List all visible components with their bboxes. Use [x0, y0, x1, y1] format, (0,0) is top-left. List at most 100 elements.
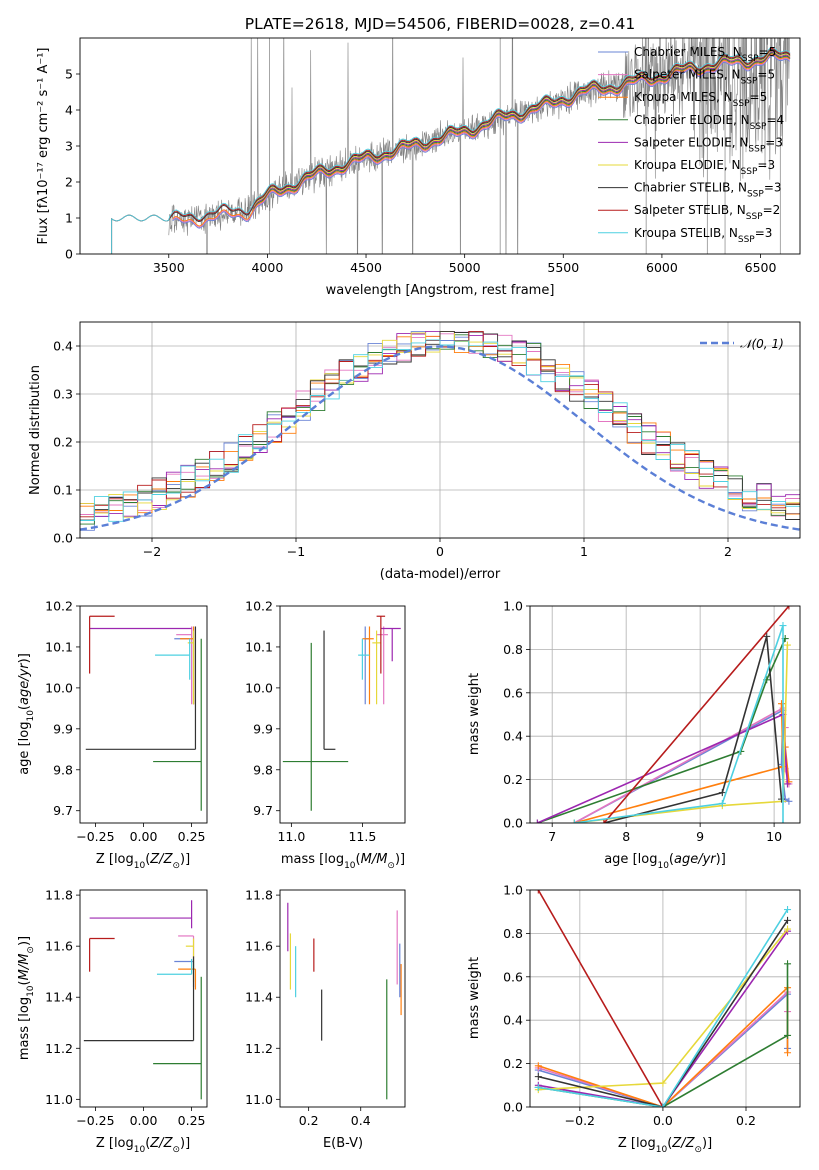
axes-frame [79, 37, 801, 255]
model-spectrum-kroupa-miles [172, 53, 791, 227]
figure-title: PLATE=2618, MJD=54506, FIBERID=0028, z=0… [245, 15, 635, 33]
y-tick-label: 9.9 [253, 721, 273, 736]
y-tick-label: 11.0 [245, 1092, 273, 1107]
y-tick-label: 3 [65, 139, 73, 154]
x-tick-label: 3500 [153, 260, 185, 275]
y-tick-label: 11.2 [245, 1041, 273, 1056]
y-tick-label: 2 [65, 175, 73, 190]
x-tick-label: 0.00 [130, 1113, 158, 1128]
legend-entry: 𝒩(0, 1) [740, 337, 784, 351]
y-tick-label: 9.8 [253, 762, 273, 777]
y-tick-label: 11.4 [245, 990, 273, 1005]
model-spectrum-chabrier-elodie [253, 52, 791, 209]
x-tick-label: 0.25 [178, 1113, 206, 1128]
model-spectrum-chabrier-stelib [111, 49, 791, 254]
weight-line-chabrier-stelib [603, 636, 783, 823]
x-tick-label: −0.25 [76, 829, 114, 844]
y-tick-label: 0.8 [503, 642, 523, 657]
y-tick-label: 11.4 [45, 990, 73, 1005]
x-tick-label: 4500 [350, 260, 382, 275]
x-tick-label: 5500 [547, 260, 579, 275]
axes-frame [79, 605, 208, 824]
legend-entry: Chabrier ELODIE, NSSP=4 [634, 113, 784, 132]
x-axis-label: Z [log10(Z/Z⊙)] [618, 1136, 712, 1155]
weight-marker [534, 1083, 542, 1091]
weight-marker [718, 799, 726, 807]
weight-line-salpeter-stelib [537, 890, 664, 1107]
x-tick-label: 11.5 [348, 829, 376, 844]
y-axis-label: Normed distribution [28, 365, 43, 495]
x-tick-label: −1 [287, 544, 305, 559]
weight-marker [784, 1049, 792, 1057]
x-tick-label: 7 [548, 829, 556, 844]
model-spectrum-kroupa-stelib [111, 47, 791, 254]
legend-entry: Salpeter ELODIE, NSSP=3 [634, 135, 783, 154]
legend-entry: Chabrier STELIB, NSSP=3 [634, 181, 782, 200]
y-tick-label: 9.8 [53, 762, 73, 777]
weight-marker [784, 916, 792, 924]
y-tick-label: 0.4 [503, 1013, 523, 1028]
axes-frame [79, 889, 208, 1108]
weight-marker [600, 819, 608, 823]
residual-histogram-kroupa-stelib [80, 339, 800, 522]
axes-frame [279, 605, 406, 824]
x-axis-label: E(B-V) [323, 1136, 363, 1151]
y-tick-label: 0.3 [53, 387, 73, 402]
y-tick-label: 10.2 [45, 599, 73, 614]
x-tick-label: 0.00 [130, 829, 158, 844]
axes-spectrum: 3500 4000 4500 5000 5500 6000 6500 0 1 2 3 4 5 Chabri… [65, 37, 801, 275]
legend-entry: Salpeter MILES, NSSP=5 [634, 68, 775, 87]
weight-marker [785, 606, 793, 610]
y-tick-label: 1.0 [503, 883, 523, 898]
axes-frame [529, 605, 801, 824]
legend-entry: Salpeter STELIB, NSSP=2 [634, 203, 780, 222]
x-tick-label: 8 [622, 829, 630, 844]
y-axis-label: mass [log10(M/M⊙)] [17, 936, 36, 1060]
y-tick-label: 10.2 [245, 599, 273, 614]
y-tick-label: 9.7 [53, 803, 73, 818]
y-tick-label: 0.0 [53, 531, 73, 546]
y-tick-label: 9.9 [53, 721, 73, 736]
x-axis-label: age [log10(age/yr)] [604, 852, 726, 871]
y-tick-label: 1 [65, 211, 73, 226]
x-tick-label: 0.2 [736, 1113, 756, 1128]
y-axis-label: mass weight [467, 957, 482, 1039]
y-tick-label: 10.1 [245, 639, 273, 654]
y-tick-label: 0.2 [503, 772, 523, 787]
y-tick-label: 11.6 [245, 939, 273, 954]
axes-weight-vs-age: 7 8 9 10 0.0 0.2 0.4 0.6 0.8 1.0 [503, 599, 801, 844]
x-tick-label: −0.25 [76, 1113, 114, 1128]
axes-frame [529, 889, 801, 1108]
normal-distribution-curve [80, 345, 800, 531]
weight-marker [779, 819, 787, 823]
x-tick-label: 0.2 [299, 1113, 319, 1128]
residual-histogram-chabrier-stelib [80, 331, 800, 521]
y-tick-label: 10.1 [45, 639, 73, 654]
model-spectrum-kroupa-elodie [253, 50, 791, 207]
weight-marker [783, 780, 791, 788]
x-tick-label: 2 [724, 544, 732, 559]
y-axis-label: age [log10(age/yr)] [17, 653, 36, 775]
x-tick-label: 1 [580, 544, 588, 559]
y-tick-label: 0.4 [503, 729, 523, 744]
legend-entry: Kroupa ELODIE, NSSP=3 [634, 158, 775, 177]
weight-line-salpeter-elodie [538, 930, 789, 1107]
x-tick-label: 0.0 [653, 1113, 673, 1128]
y-tick-label: 5 [65, 67, 73, 82]
x-axis-label: Z [log10(Z/Z⊙)] [96, 852, 190, 871]
model-spectrum-chabrier-miles [172, 55, 790, 229]
y-tick-label: 0.8 [503, 926, 523, 941]
x-tick-label: −2 [143, 544, 161, 559]
y-tick-label: 0.2 [53, 435, 73, 450]
x-axis-label: Z [log10(Z/Z⊙)] [96, 1136, 190, 1155]
weight-marker [784, 925, 792, 933]
weight-marker [533, 819, 541, 823]
weight-marker [784, 1031, 792, 1039]
model-spectrum-salpeter-stelib [111, 48, 791, 254]
weight-line-kroupa-elodie [574, 645, 789, 823]
model-spectrum-salpeter-miles [172, 54, 791, 228]
weight-marker [659, 1079, 667, 1087]
y-tick-label: 11.0 [45, 1092, 73, 1107]
axes-frame [279, 889, 406, 1108]
axes-mass-vs-Z: −0.25 0.00 0.25 11.0 11.2 11.4 11.6 11.8 [45, 888, 208, 1128]
